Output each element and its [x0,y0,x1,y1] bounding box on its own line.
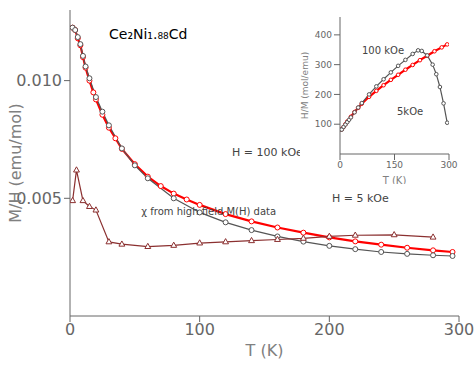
html-text:100 kOe: 100 kOe [362,45,405,56]
svg-text:H = 5 kOe: H = 5 kOe [332,192,389,205]
svg-text:100: 100 [184,320,215,339]
svg-text:T (K): T (K) [382,175,407,184]
svg-text:300: 300 [444,320,466,339]
svg-text:200: 200 [315,90,332,100]
svg-text:300: 300 [440,160,457,170]
svg-text:M/H (emu/mol): M/H (emu/mol) [8,103,25,223]
html-text:Ce₂Ni₁.₈₈Cd: Ce₂Ni₁.₈₈Cd [109,26,188,42]
svg-text:400: 400 [315,30,332,40]
svg-text:300: 300 [315,60,332,70]
svg-text:0: 0 [337,160,343,170]
svg-text:H/M (mol/emu): H/M (mol/emu) [300,52,310,119]
svg-text:0.010: 0.010 [16,71,62,90]
svg-text:0.005: 0.005 [16,189,62,208]
svg-text:0: 0 [65,320,75,339]
svg-text:χ from high field M(H) data: χ from high field M(H) data [141,206,276,217]
svg-text:100: 100 [315,119,332,129]
svg-text:200: 200 [314,320,345,339]
svg-text:150: 150 [386,160,403,170]
html-text:5kOe: 5kOe [397,106,424,117]
svg-text:T (K): T (K) [245,341,284,360]
svg-text:H = 100 kOe: H = 100 kOe [232,146,303,159]
